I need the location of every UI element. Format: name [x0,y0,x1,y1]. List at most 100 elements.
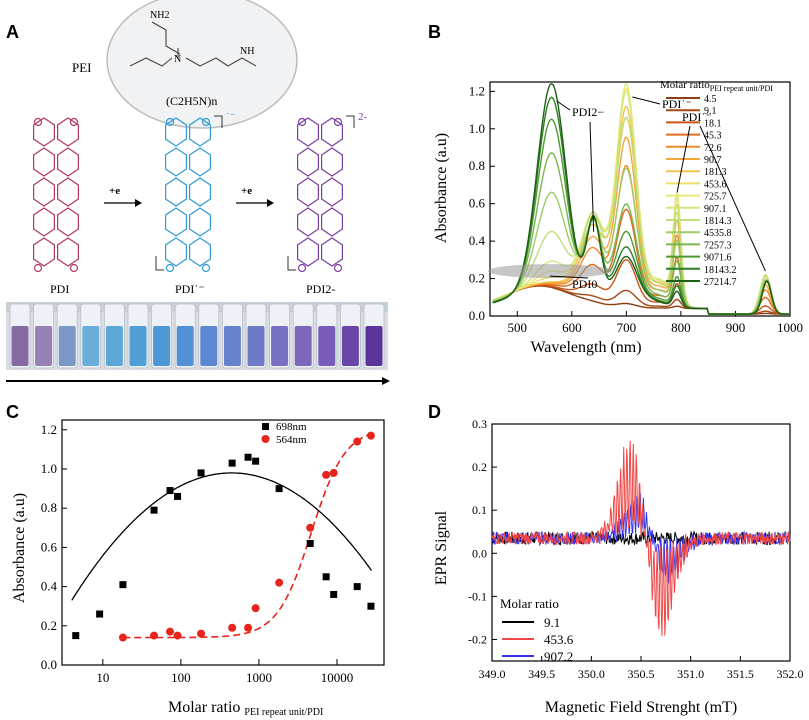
chart-b-xtick-label: 800 [671,320,691,335]
chart-c-point-564nm [118,633,127,642]
chart-c-legend-marker-698nm [262,423,269,430]
vial-solution [200,326,218,366]
vial-solution [129,326,147,366]
chart-b-legend-label: 18.1 [704,118,722,129]
reaction-arrowhead-2 [267,199,274,207]
pei-nh-label: NH [240,46,254,57]
molecule-ring [297,237,319,267]
vial-solution [223,326,241,366]
chart-b-annotation-arrow [632,96,661,105]
chart-c-point-698nm [166,487,174,495]
chart-b-annotation-pdi2: PDI2− [572,105,604,119]
chart-b-legend-label: 90.7 [704,155,722,166]
chart-b-xtick-label: 500 [508,320,528,335]
chart-b-legend-title-main: Molar ratio [660,79,710,91]
chart-c-ytick-label: 0.6 [41,539,58,554]
panel-label-a: A [6,22,19,42]
chart-c-point-564nm [306,523,315,532]
chart-b-xtick-label: 1000 [777,320,803,335]
chart-c-point-698nm [306,539,314,547]
carbonyl-oxygen [33,117,43,127]
chart-c-xtick-label: 10000 [321,670,354,685]
chart-b-ytick-label: 0.2 [469,271,485,286]
chart-d-xtick-label: 351.0 [677,667,704,681]
chart-c-xtick-label: 10 [96,670,109,685]
chart-d-legend-label: 9.1 [544,615,560,630]
chart-c-point-564nm [166,627,175,636]
chart-d-legend-label: 453.6 [544,632,574,647]
chart-c-point-564nm [251,604,260,613]
chart-c-ytick-label: 0.4 [41,579,58,594]
chart-c-point-564nm [322,470,331,479]
molecule-ring [297,117,319,147]
chart-b-absorbance-spectra: 500 600 700 800 900 1000 0.0 0.2 0.4 0.6 0.8 1.0 1.2… [469,81,803,335]
chart-b-ytick-label: 0.4 [469,233,486,248]
vial-row [9,303,385,369]
carbonyl-oxygen [201,263,211,273]
chart-c-point-564nm [173,631,182,640]
molecule-ring [189,147,211,177]
vial-solution [294,326,312,366]
chart-c-legend-marker-564nm [261,435,270,443]
carbonyl-oxygen [333,117,343,127]
chart-b-legend-label: 1814.3 [704,216,732,227]
chart-d-xtick-label: 350.5 [628,667,655,681]
molecule-ring [189,237,211,267]
chart-b-annotation-arrow [699,125,766,272]
molecule-ring [56,147,80,177]
charge-label: ˙⁻ [226,111,236,123]
chart-b-legend-label: 453.6 [704,179,727,190]
molecule-ring [165,147,187,177]
chart-b-legend-label: 18143.2 [704,265,737,276]
panel-a: A NH2 N NH (C2H5N)n PEI ˙⁻ 2- +e +e PDI P… [6,0,390,385]
chart-c-fit-698nm [71,472,373,601]
chart-d-xtick-label: 349.5 [528,667,555,681]
chart-b-legend-label: 907.1 [704,204,727,215]
chart-b-legend-label: 7257.3 [704,240,732,251]
chart-b-ytick-label: 0.0 [469,308,485,323]
vial-solution [82,326,100,366]
chart-c-xtick-label: 1000 [246,670,272,685]
chart-d-xtick-label: 351.5 [727,667,754,681]
chart-c-point-698nm [330,590,338,598]
chart-c-ylabel: Absorbance (a.u) [11,493,28,603]
molecule-ring [32,177,56,207]
chart-c-ytick-label: 1.0 [41,461,57,476]
molecule-ring [56,237,80,267]
chart-c-plot-frame [61,419,385,666]
panel-label-b: B [428,22,441,42]
chart-b-legend-label: 9071.6 [704,253,732,264]
chart-b-xtick-label: 900 [726,320,746,335]
chart-b-legend-label: 181.3 [704,167,727,178]
charge-bracket-bottom [155,256,164,271]
molecule-ring [32,237,56,267]
chart-c-ytick-label: 0.8 [41,500,57,515]
molecule-ring [321,147,343,177]
chart-c-point-698nm [197,469,205,477]
chart-c-xlabel-sub: PEI repeat unit/PDI [244,707,323,718]
chart-b-ytick-label: 1.2 [469,83,485,98]
pei-nh2-label: NH2 [150,10,169,21]
vial-solution [365,326,383,366]
chart-b-xlabel: Wavelength (nm) [530,339,641,356]
chart-d-series-453.6 [491,440,791,637]
molecule-ring [321,177,343,207]
molecule-pdi-dianion [297,117,343,273]
pei-formula: (C2H5N)n [166,94,217,108]
molecule-ring [165,177,187,207]
molecule-ring [165,117,187,147]
chart-c-legend-label-564nm: 564nm [276,434,307,446]
panel-c: C 10 100 1000 10000 0.0 0.2 0.4 0.6 0.8 1.0 1.2 698… [6,402,385,718]
vial-solution [271,326,289,366]
chart-b-legend-title: Molar ratioPEI repeat unit/PDI [660,79,773,93]
panel-b: B 500 600 700 800 900 1000 0.0 0.2 0.4 0.6 0.8 1.0 1… [428,22,803,356]
chart-c-xlabel: Molar ratio PEI repeat unit/PDI [168,699,323,718]
chart-b-legend-label: 725.7 [704,192,727,203]
molecule-ring [165,207,187,237]
chart-c-ytick-label: 1.2 [41,422,57,437]
chart-c-point-564nm [244,623,253,632]
molecule-ring [297,207,319,237]
vial-solution [247,326,265,366]
